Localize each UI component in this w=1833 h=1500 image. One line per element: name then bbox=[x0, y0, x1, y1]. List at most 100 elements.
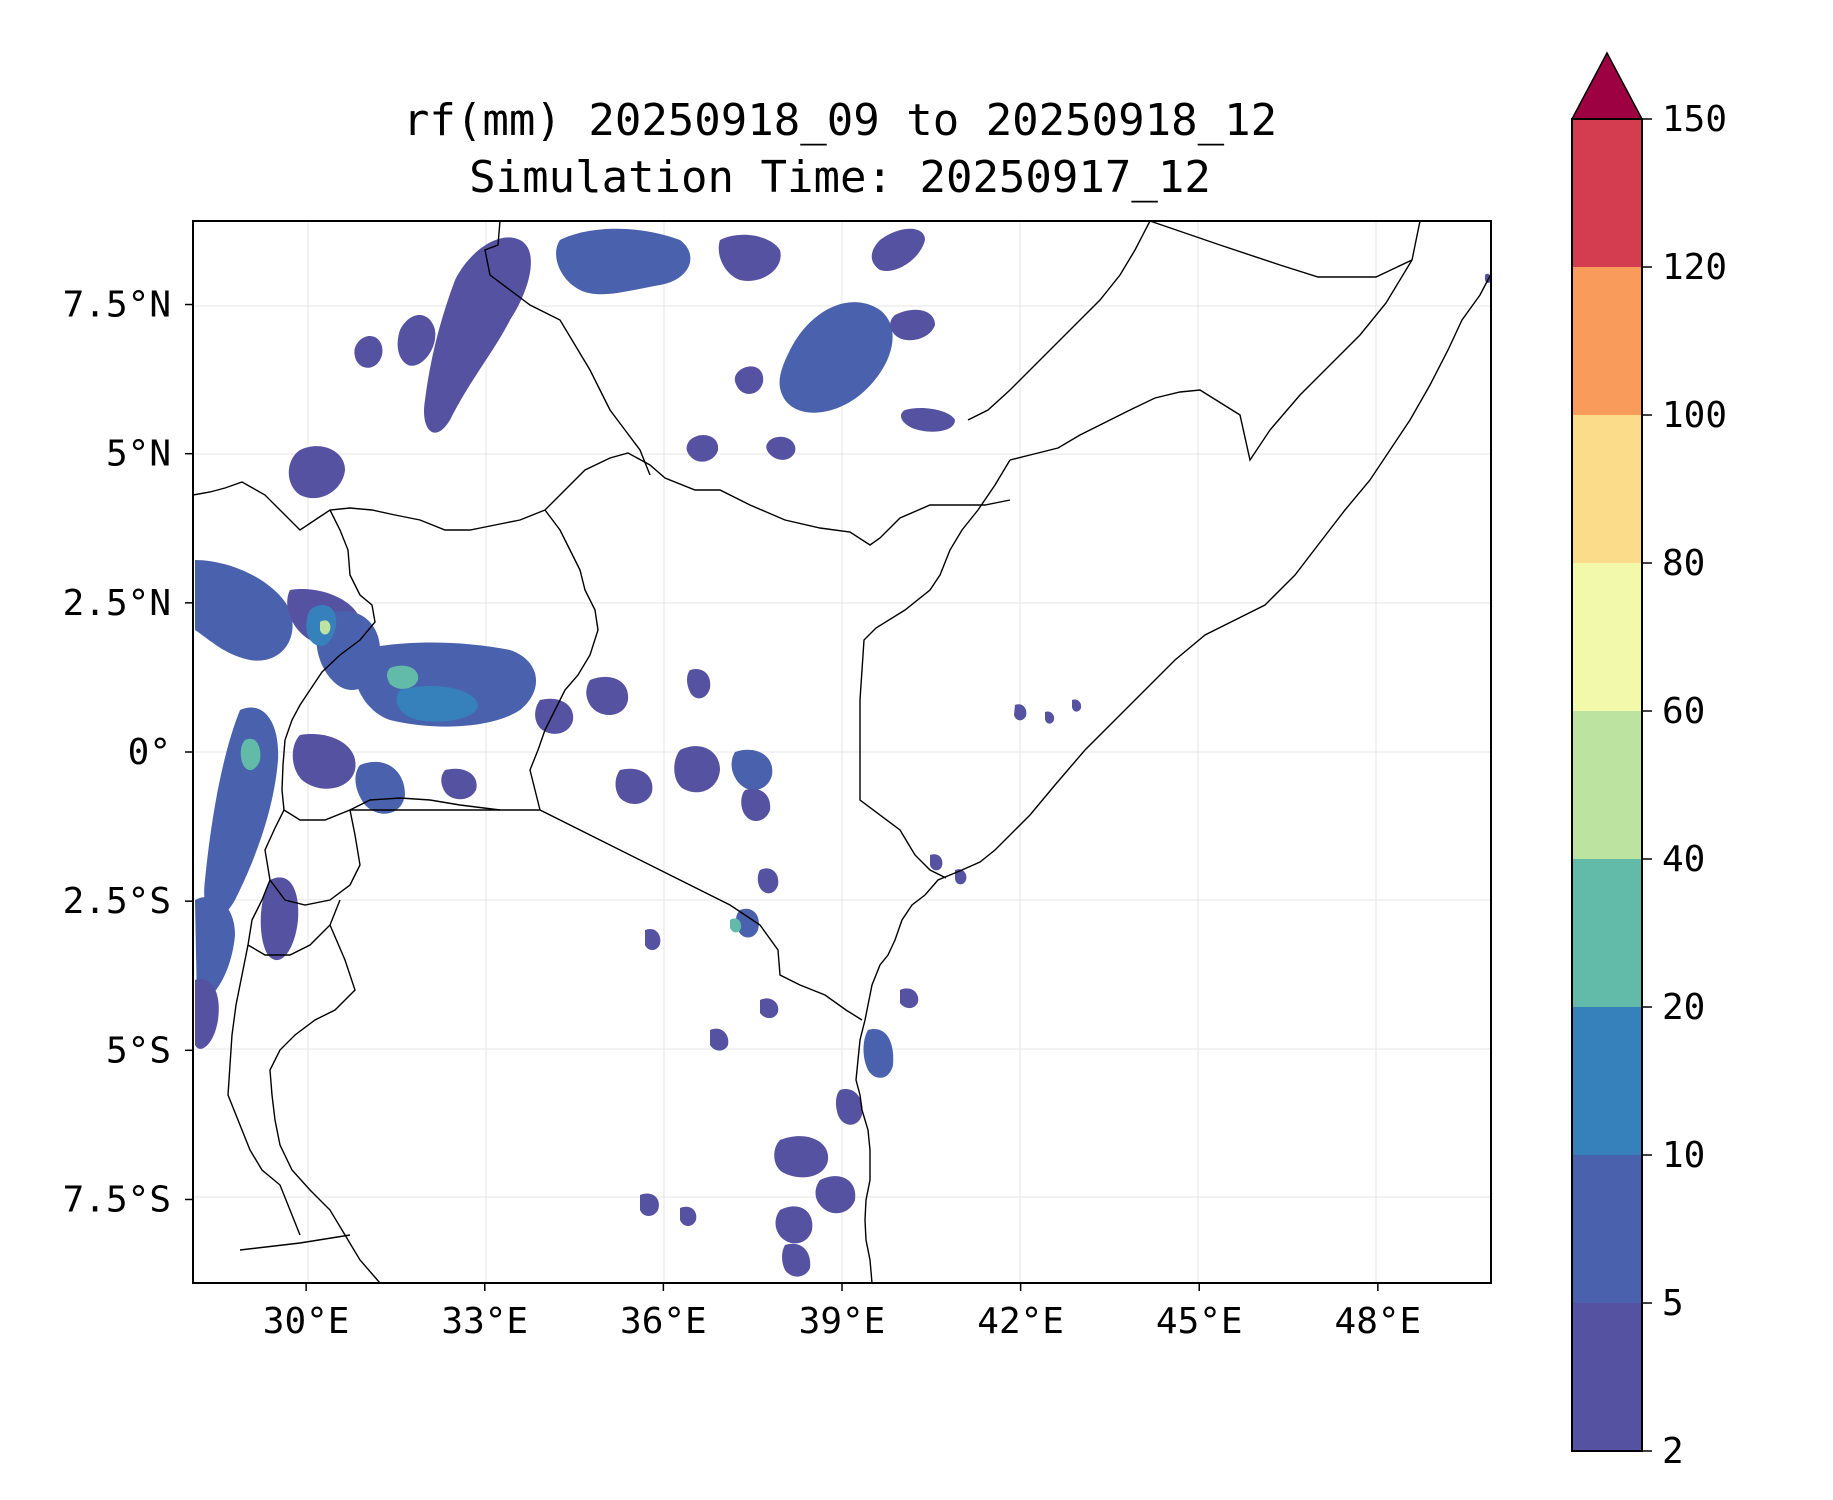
rain-cluster-tanzania bbox=[640, 988, 919, 1277]
rain-cluster-kenya bbox=[615, 668, 779, 951]
colorbar-tick-label: 150 bbox=[1662, 99, 1727, 140]
colorbar-tick-label: 20 bbox=[1662, 987, 1705, 1028]
rain-patch bbox=[718, 234, 781, 281]
colorbar-segment bbox=[1572, 119, 1642, 267]
border-tanzania-drc bbox=[227, 944, 301, 1236]
rain-patch bbox=[930, 854, 943, 871]
title-line-1: rf(mm) 20250918_09 to 20250918_12 bbox=[403, 95, 1277, 146]
rain-patch bbox=[320, 620, 331, 635]
rain-patch bbox=[760, 998, 779, 1019]
rain-patch bbox=[195, 560, 293, 661]
border-uganda-kenya bbox=[529, 509, 599, 811]
rain-patch bbox=[586, 676, 629, 716]
lon-tick-label: 39°E bbox=[799, 1301, 886, 1342]
border-tanzania-zambia bbox=[269, 924, 381, 1284]
lake-victoria-outline bbox=[349, 797, 501, 811]
title-line-2: Simulation Time: 20250917_12 bbox=[469, 152, 1211, 203]
border-ethiopia-southsudan bbox=[484, 220, 651, 476]
rain-patch bbox=[741, 788, 771, 822]
border-rwanda bbox=[264, 808, 361, 906]
colorbar-tick-label: 120 bbox=[1662, 247, 1727, 288]
rain-patch bbox=[757, 868, 779, 894]
colorbar-tick-label: 5 bbox=[1662, 1283, 1684, 1324]
rain-patch bbox=[686, 435, 719, 462]
colorbar-tick-label: 10 bbox=[1662, 1135, 1705, 1176]
map-panel bbox=[192, 220, 1492, 1284]
lat-tick-label: 2.5°N bbox=[63, 583, 171, 624]
rain-patch bbox=[1014, 704, 1027, 721]
lon-tick-label: 33°E bbox=[441, 1301, 528, 1342]
rain-patch bbox=[397, 315, 436, 366]
border-zambia-drc bbox=[239, 1234, 351, 1251]
rain-patch bbox=[782, 1243, 811, 1277]
lat-tick-label: 0° bbox=[128, 732, 171, 773]
lon-tick-label: 42°E bbox=[977, 1301, 1064, 1342]
rain-patch bbox=[674, 746, 720, 793]
border-uganda-drc bbox=[281, 509, 376, 811]
lat-tick-label: 5°S bbox=[106, 1030, 171, 1071]
lon-tick-label: 30°E bbox=[263, 1301, 350, 1342]
longitude-axis: 30°E 33°E 36°E 39°E 42°E 45°E 48°E bbox=[263, 1283, 1421, 1342]
rain-patch bbox=[734, 366, 764, 394]
rain-patch bbox=[387, 665, 419, 689]
rain-cluster-western-rift bbox=[195, 605, 337, 1049]
border-kenya-somalia bbox=[859, 459, 1011, 879]
rain-cluster-uganda bbox=[195, 560, 629, 814]
colorbar: 2 5 10 20 40 60 80 100 120 150 bbox=[1570, 51, 1727, 1472]
rain-patch bbox=[640, 1193, 659, 1216]
colorbar-tick-label: 100 bbox=[1662, 395, 1727, 436]
rain-patch bbox=[730, 918, 742, 933]
colorbar-segment bbox=[1572, 1007, 1642, 1155]
rain-patch bbox=[815, 1176, 856, 1214]
rain-patch bbox=[779, 302, 893, 413]
colorbar-segment bbox=[1572, 1303, 1642, 1451]
border-burundi bbox=[247, 879, 341, 956]
rain-patch bbox=[900, 408, 955, 432]
rain-patch bbox=[687, 668, 711, 699]
rain-cluster-somalia bbox=[930, 273, 1491, 885]
rain-patch bbox=[835, 1089, 863, 1125]
rain-patch bbox=[292, 734, 356, 789]
colorbar-tick-label: 40 bbox=[1662, 839, 1705, 880]
lat-tick-label: 2.5°S bbox=[63, 881, 171, 922]
colorbar-segment bbox=[1572, 415, 1642, 563]
colorbar-frame bbox=[1571, 118, 1643, 1452]
rain-patch bbox=[774, 1136, 829, 1178]
border-southsudan-uganda bbox=[192, 481, 546, 531]
rain-patch bbox=[871, 228, 925, 271]
border-ethiopia-somalia bbox=[1009, 220, 1421, 462]
rain-patch bbox=[260, 877, 299, 961]
rain-patch bbox=[195, 979, 219, 1049]
border-uganda-tanzania bbox=[350, 809, 863, 1021]
colorbar-segment bbox=[1572, 267, 1642, 415]
lon-tick-label: 45°E bbox=[1156, 1301, 1243, 1342]
lat-tick-label: 7.5°S bbox=[63, 1179, 171, 1220]
colorbar-tick-label: 80 bbox=[1662, 543, 1705, 584]
latitude-axis: 7.5°N 5°N 2.5°N 0° 2.5°S 5°S 7.5°S bbox=[63, 285, 193, 1220]
coastline bbox=[855, 273, 1492, 1284]
rain-patch bbox=[710, 1028, 729, 1051]
border-ethiopia-djibouti bbox=[1149, 220, 1413, 278]
colorbar-tick-label: 60 bbox=[1662, 691, 1705, 732]
colorbar-extend-max bbox=[1570, 51, 1644, 120]
lon-tick-label: 36°E bbox=[620, 1301, 707, 1342]
colorbar-segment bbox=[1572, 859, 1642, 1007]
colorbar-tick-label: 2 bbox=[1662, 1431, 1684, 1472]
colorbar-segment bbox=[1572, 711, 1642, 859]
lon-tick-label: 48°E bbox=[1335, 1301, 1422, 1342]
colorbar-segment bbox=[1572, 1155, 1642, 1303]
rain-patch bbox=[288, 446, 345, 499]
rain-patch bbox=[680, 1206, 697, 1226]
coastline-north bbox=[967, 220, 1151, 421]
border-ethiopia-kenya bbox=[544, 452, 1011, 546]
rain-patch bbox=[1072, 699, 1082, 712]
rain-cluster-ethiopia-ne bbox=[686, 228, 955, 462]
lat-tick-label: 7.5°N bbox=[63, 285, 171, 326]
rain-patch bbox=[890, 309, 935, 341]
rain-patch bbox=[955, 869, 967, 885]
colorbar-segment bbox=[1572, 563, 1642, 711]
rain-patch bbox=[556, 228, 691, 295]
rain-patch bbox=[441, 768, 477, 800]
rain-patch bbox=[535, 698, 574, 734]
